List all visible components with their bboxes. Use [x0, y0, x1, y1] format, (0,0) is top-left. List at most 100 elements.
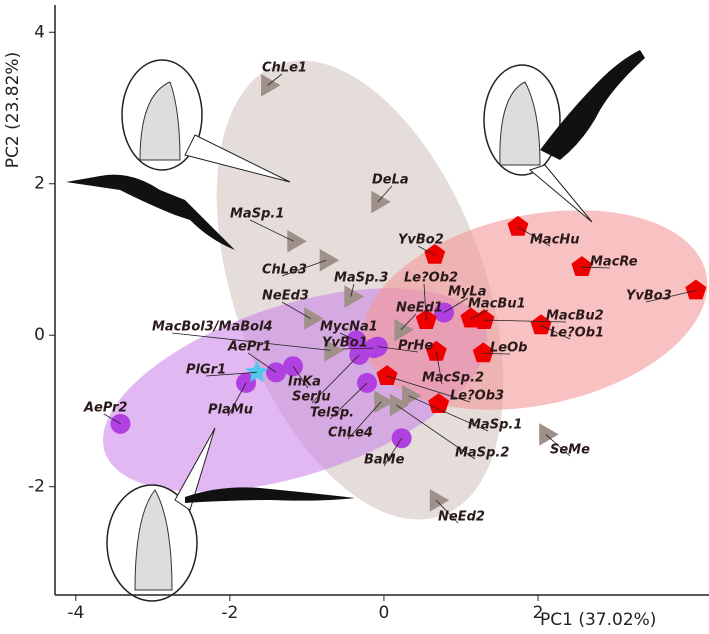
point-label: MacBu1	[468, 297, 526, 312]
label-leader	[281, 301, 311, 319]
point-label: PlaMu	[208, 403, 253, 418]
point-label: NeEd3	[262, 289, 309, 304]
label-leader	[267, 73, 283, 86]
data-point	[472, 342, 494, 363]
data-point	[245, 360, 269, 382]
label-leader	[347, 401, 382, 440]
label-leader	[249, 219, 294, 242]
point-label: DeLa	[372, 173, 409, 188]
data-point	[425, 340, 447, 361]
label-leader	[103, 413, 121, 425]
label-leader	[377, 185, 393, 203]
data-point	[394, 318, 414, 342]
point-label: MacRe	[590, 255, 638, 270]
point-label: ChLe1	[262, 61, 307, 76]
data-point	[344, 285, 364, 308]
x-tick-label: 0	[379, 603, 390, 623]
data-point	[374, 390, 394, 414]
point-label: MaSp.3	[334, 271, 388, 286]
label-leader	[350, 283, 355, 297]
data-point	[428, 393, 450, 413]
point-label: SeMe	[550, 443, 590, 458]
label-leader	[400, 313, 417, 331]
point-label: YvBo2	[398, 233, 444, 248]
data-point	[402, 384, 422, 408]
label-leader	[436, 500, 459, 524]
data-point	[539, 423, 559, 446]
label-leader	[581, 266, 611, 269]
data-point	[304, 307, 324, 330]
label-leader	[377, 346, 419, 353]
label-leader	[171, 332, 331, 351]
crocodile-silhouette	[185, 487, 355, 503]
label-leader	[470, 309, 489, 319]
tooth	[139, 81, 181, 161]
label-leader	[484, 319, 567, 323]
label-leader	[408, 395, 489, 432]
point-label: AePr1	[227, 340, 271, 355]
data-point	[473, 309, 495, 329]
point-label: MaSp.2	[455, 446, 509, 461]
tooth	[499, 81, 541, 166]
y-tick-label: 0	[34, 325, 45, 345]
point-label: Le?Ob1	[550, 326, 604, 341]
data-point	[424, 243, 446, 264]
point-label: MaSp.1	[230, 207, 284, 222]
group-ellipse	[362, 210, 708, 410]
label-leader	[311, 354, 360, 404]
point-labels: ChLe1 DeLa MaSp.1 ChLe3 MaSp.3 NeEd3 NeEd1 MacB…	[83, 61, 696, 525]
x-tick-label: 2	[533, 603, 544, 623]
data-point	[429, 489, 450, 512]
label-leader	[396, 404, 476, 460]
label-leader	[227, 382, 247, 417]
label-leader	[540, 325, 571, 340]
callout-pointer	[174, 427, 216, 511]
label-leader	[386, 375, 471, 403]
crocodile-silhouette	[540, 50, 645, 160]
point-label: MacBu2	[546, 309, 604, 324]
label-leader	[645, 290, 696, 303]
point-label: BaMe	[364, 453, 405, 468]
point-label: SerJu	[292, 390, 331, 405]
point-label: MacSp.2	[422, 371, 484, 386]
point-label: NeEd2	[438, 510, 485, 525]
point-label: InKa	[288, 375, 321, 390]
tooth	[134, 489, 173, 591]
callout-pointer	[184, 134, 291, 183]
label-leader	[247, 352, 277, 373]
data-point	[371, 190, 391, 214]
callout-pointer	[528, 164, 593, 223]
group-ellipses	[102, 60, 708, 520]
label-leader	[423, 283, 427, 321]
data-point	[324, 339, 344, 362]
point-label: MycNa1	[320, 320, 378, 335]
markers	[110, 74, 707, 512]
data-point	[319, 249, 340, 272]
label-leader	[517, 226, 551, 247]
x-tick-label: -2	[221, 603, 238, 623]
label-leader	[383, 438, 402, 467]
data-point	[507, 215, 529, 236]
data-point	[261, 74, 281, 97]
label-leader	[341, 347, 374, 350]
illustrations	[66, 50, 645, 602]
data-point	[571, 256, 593, 276]
label-leader	[545, 434, 571, 457]
point-label: Le?Ob2	[404, 271, 458, 286]
point-label: Le?Ob3	[450, 389, 504, 404]
label-leader	[205, 371, 257, 377]
point-label: PrHe	[398, 339, 433, 354]
data-point	[376, 365, 398, 385]
point-label: MyLa	[448, 285, 486, 300]
point-label: LeOb	[490, 341, 527, 356]
label-leader	[339, 332, 357, 341]
point-label: AePr2	[83, 401, 127, 416]
point-label: ChLe3	[262, 263, 307, 278]
point-label: PlGr1	[186, 363, 226, 378]
y-tick-label: -2	[28, 477, 45, 497]
x-tick-label: -4	[67, 603, 84, 623]
point-label: NeEd1	[396, 301, 443, 316]
point-label: MaSp.1	[468, 418, 522, 433]
